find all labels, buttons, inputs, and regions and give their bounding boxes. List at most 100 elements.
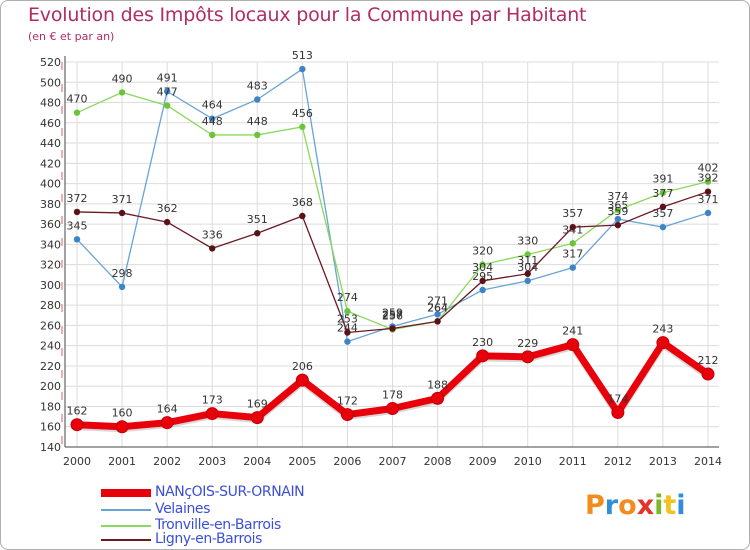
data-point: [73, 109, 81, 116]
y-tick-label: 200: [40, 380, 61, 393]
data-point: [209, 115, 216, 122]
y-tick-label: 160: [40, 421, 61, 434]
logo-letter: r: [604, 490, 619, 521]
logo-letter: i: [654, 490, 664, 521]
x-tick-label: 2000: [63, 455, 91, 468]
data-label: 320: [472, 245, 493, 258]
data-point: [389, 325, 396, 332]
legend-label-tronville: Tronville-en-Barrois: [155, 517, 281, 533]
x-tick-label: 2006: [333, 455, 361, 468]
data-point: [479, 261, 486, 268]
data-label: 304: [472, 261, 493, 274]
data-label: 392: [698, 172, 719, 185]
y-tick-label: 500: [40, 76, 61, 89]
data-point: [344, 329, 351, 336]
data-point: [524, 270, 531, 277]
data-point: [659, 223, 667, 231]
y-tick-label: 480: [40, 97, 61, 110]
data-point: [209, 131, 216, 139]
data-label: 264: [427, 301, 448, 314]
data-label: 377: [652, 187, 673, 200]
data-label: 374: [607, 190, 628, 203]
data-label: 470: [67, 93, 88, 106]
x-tick-label: 2004: [243, 455, 271, 468]
legend-swatch-nancois: [101, 489, 151, 497]
y-tick-label: 140: [40, 441, 61, 454]
legend-label-ligny: Ligny-en-Barrois: [155, 531, 263, 547]
data-label: 178: [382, 389, 403, 402]
data-label: 271: [427, 294, 448, 307]
x-tick-label: 2013: [649, 455, 677, 468]
data-label: 368: [292, 196, 313, 209]
data-point: [299, 123, 306, 131]
data-point: [340, 408, 354, 422]
data-label: 229: [517, 337, 538, 350]
data-point: [704, 188, 712, 195]
data-label: 391: [652, 173, 673, 186]
x-tick-label: 2008: [424, 455, 452, 468]
data-label: 169: [247, 398, 268, 411]
data-point: [704, 178, 712, 185]
chart-subtitle: (en € et par an): [28, 30, 115, 43]
data-point: [250, 411, 264, 425]
y-tick-label: 360: [40, 218, 61, 231]
data-label: 448: [247, 115, 268, 128]
y-tick-label: 280: [40, 299, 61, 312]
data-point: [254, 96, 261, 103]
data-label: 477: [157, 86, 178, 99]
logo-letter: o: [618, 490, 637, 521]
y-tick-label: 320: [40, 259, 61, 272]
data-label: 513: [292, 49, 313, 62]
data-point: [569, 264, 576, 271]
data-label: 188: [427, 378, 448, 391]
logo-letter: i: [676, 490, 686, 521]
y-tick-label: 240: [40, 340, 61, 353]
data-label: 371: [698, 193, 719, 206]
data-label: 311: [517, 254, 538, 267]
data-point: [614, 215, 622, 223]
data-label: 256: [382, 309, 403, 322]
data-point: [569, 240, 576, 247]
data-label: 456: [292, 107, 313, 120]
data-label: 259: [382, 306, 403, 319]
data-point: [344, 308, 351, 315]
data-label: 206: [292, 360, 313, 373]
data-label: 298: [112, 267, 133, 280]
data-point: [434, 318, 441, 325]
data-point: [431, 391, 445, 405]
data-point: [704, 209, 712, 217]
y-tick-label: 260: [40, 319, 61, 332]
x-tick-label: 2003: [198, 455, 226, 468]
data-label: 164: [157, 403, 178, 416]
data-point: [73, 208, 81, 216]
data-point: [163, 102, 171, 109]
proxiti-logo: Proxiti: [585, 490, 686, 521]
data-label: 336: [202, 228, 223, 241]
data-label: 351: [247, 213, 268, 226]
data-label: 448: [202, 115, 223, 128]
y-tick-label: 340: [40, 238, 61, 251]
y-tick-label: 380: [40, 198, 61, 211]
data-point: [524, 277, 531, 285]
data-point: [205, 407, 219, 421]
data-point: [434, 311, 441, 318]
data-label: 359: [607, 205, 628, 218]
data-point: [295, 373, 309, 387]
data-point: [569, 223, 576, 231]
data-point: [701, 367, 715, 381]
data-point: [386, 402, 399, 415]
legend-label-velaines: Velaines: [155, 501, 211, 517]
data-label: 274: [337, 291, 358, 304]
data-point: [344, 338, 351, 345]
data-point: [479, 286, 486, 294]
y-tick-label: 220: [40, 360, 61, 373]
data-point: [614, 206, 622, 214]
data-point: [118, 89, 126, 96]
data-point: [659, 203, 667, 211]
data-label: 253: [337, 313, 358, 326]
data-point: [479, 277, 486, 285]
data-point: [163, 88, 171, 95]
y-tick-label: 400: [40, 178, 61, 191]
